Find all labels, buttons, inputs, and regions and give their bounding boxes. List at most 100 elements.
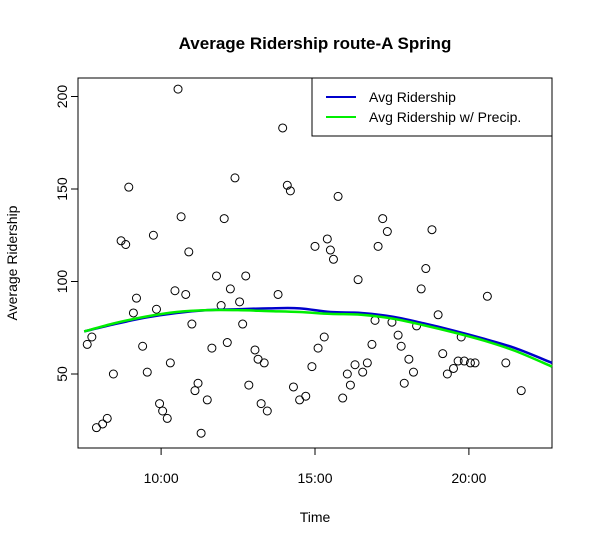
data-point [416, 284, 426, 294]
data-point [225, 284, 235, 294]
x-tick-label: 10:00 [144, 470, 179, 486]
data-point [325, 245, 335, 255]
data-point [244, 380, 254, 390]
data-point [273, 289, 283, 299]
data-point [433, 310, 443, 320]
data-point [342, 369, 352, 379]
data-point [235, 297, 245, 307]
data-point [190, 386, 200, 396]
data-point [148, 230, 158, 240]
scatter-points [82, 84, 526, 438]
legend-label-avg-ridership: Avg Ridership [369, 89, 456, 105]
smooth-lines [83, 306, 553, 368]
legend: Avg Ridership Avg Ridership w/ Precip. [311, 77, 553, 137]
data-point [393, 330, 403, 340]
line-avg-ridership-precip [83, 308, 553, 368]
data-point [222, 338, 232, 348]
data-point [313, 343, 323, 353]
data-point [121, 240, 131, 249]
data-point [176, 212, 186, 222]
y-tick-label: 100 [54, 270, 70, 294]
data-point [138, 341, 148, 351]
data-point [98, 419, 108, 429]
y-tick-label: 200 [54, 85, 70, 109]
data-point [459, 356, 469, 366]
data-point [338, 393, 348, 403]
data-point [378, 214, 388, 224]
data-point [282, 180, 292, 190]
data-point [328, 254, 338, 264]
data-point [278, 123, 288, 133]
data-point [421, 264, 431, 274]
data-point [250, 345, 260, 355]
data-point [295, 395, 305, 405]
x-axis-label: Time [300, 509, 331, 525]
data-point [319, 332, 329, 342]
data-point [404, 354, 414, 364]
data-point [470, 358, 480, 368]
data-point [91, 423, 101, 433]
data-point [173, 84, 183, 94]
data-point [367, 339, 377, 349]
legend-label-avg-ridership-precip: Avg Ridership w/ Precip. [369, 109, 521, 125]
data-point [262, 406, 272, 416]
data-point [301, 391, 311, 401]
data-point [181, 289, 191, 299]
data-point [131, 293, 141, 303]
data-point [142, 367, 152, 377]
y-tick-label: 50 [54, 366, 70, 382]
data-point [241, 271, 251, 281]
y-axis: 50 100 150 200 [54, 85, 79, 382]
data-point [350, 360, 360, 370]
data-point [382, 227, 392, 237]
x-tick-label: 20:00 [451, 470, 486, 486]
data-point [212, 271, 222, 281]
data-point [256, 399, 266, 409]
legend-box [311, 77, 553, 137]
data-point [307, 362, 317, 372]
data-point [353, 275, 363, 285]
data-point [253, 354, 263, 364]
data-point [82, 339, 92, 349]
data-point [358, 367, 368, 377]
data-point [427, 225, 437, 235]
data-point [193, 378, 203, 388]
data-point [438, 349, 448, 359]
data-point [124, 182, 134, 192]
data-point [345, 380, 355, 390]
data-point [408, 367, 418, 377]
data-point [362, 358, 372, 368]
data-point [102, 413, 112, 423]
data-point [285, 186, 295, 196]
data-point [322, 234, 332, 244]
data-point [310, 241, 320, 251]
data-point [207, 343, 217, 353]
data-point [259, 358, 269, 368]
data-point [162, 413, 172, 423]
data-point [516, 386, 526, 396]
data-point [196, 428, 206, 438]
data-point [442, 369, 452, 379]
data-point [230, 173, 240, 183]
x-tick-label: 15:00 [297, 470, 332, 486]
data-point [288, 382, 298, 392]
data-point [128, 308, 138, 318]
y-tick-label: 150 [54, 177, 70, 201]
data-point [170, 286, 180, 296]
data-point [108, 369, 118, 379]
data-point [501, 358, 511, 368]
data-point [238, 319, 248, 329]
data-point [187, 319, 197, 329]
data-point [333, 191, 343, 201]
data-point [373, 241, 383, 251]
data-point [87, 332, 97, 342]
data-point [449, 363, 459, 373]
y-axis-label: Average Ridership [4, 205, 20, 320]
data-point [453, 356, 463, 366]
data-point [202, 395, 212, 405]
data-point [165, 358, 175, 368]
data-point [155, 399, 165, 409]
data-point [151, 304, 161, 314]
chart-title: Average Ridership route-A Spring [179, 34, 452, 53]
